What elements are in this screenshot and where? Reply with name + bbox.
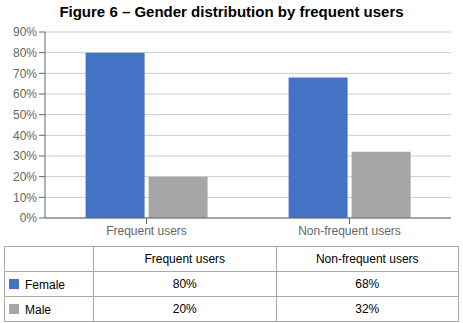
html-text:32%: 32% bbox=[355, 302, 380, 316]
svg-text:Frequent users: Frequent users bbox=[106, 224, 187, 238]
html-text:Figure 6 – Gender distribution: Figure 6 – Gender distribution by freque… bbox=[59, 3, 404, 20]
svg-text:90%: 90% bbox=[13, 25, 37, 39]
html-text:80%: 80% bbox=[172, 277, 197, 291]
svg-text:20%: 20% bbox=[13, 170, 37, 184]
html-text:Frequent users: Frequent users bbox=[144, 252, 226, 266]
html-text:Male: Male bbox=[25, 302, 51, 317]
svg-text:60%: 60% bbox=[13, 87, 37, 101]
svg-text:40%: 40% bbox=[13, 129, 37, 143]
svg-text:Non-frequent users: Non-frequent users bbox=[298, 224, 401, 238]
html-text:Female: Female bbox=[25, 277, 65, 292]
html-text:20%: 20% bbox=[172, 302, 197, 316]
svg-text:70%: 70% bbox=[13, 67, 37, 81]
svg-text:50%: 50% bbox=[13, 108, 37, 122]
svg-text:30%: 30% bbox=[13, 149, 37, 163]
svg-text:0%: 0% bbox=[20, 211, 38, 225]
svg-text:10%: 10% bbox=[13, 191, 37, 205]
html-text:68%: 68% bbox=[355, 277, 380, 291]
svg-text:80%: 80% bbox=[13, 46, 37, 60]
html-text:Non-frequent users: Non-frequent users bbox=[315, 252, 419, 266]
